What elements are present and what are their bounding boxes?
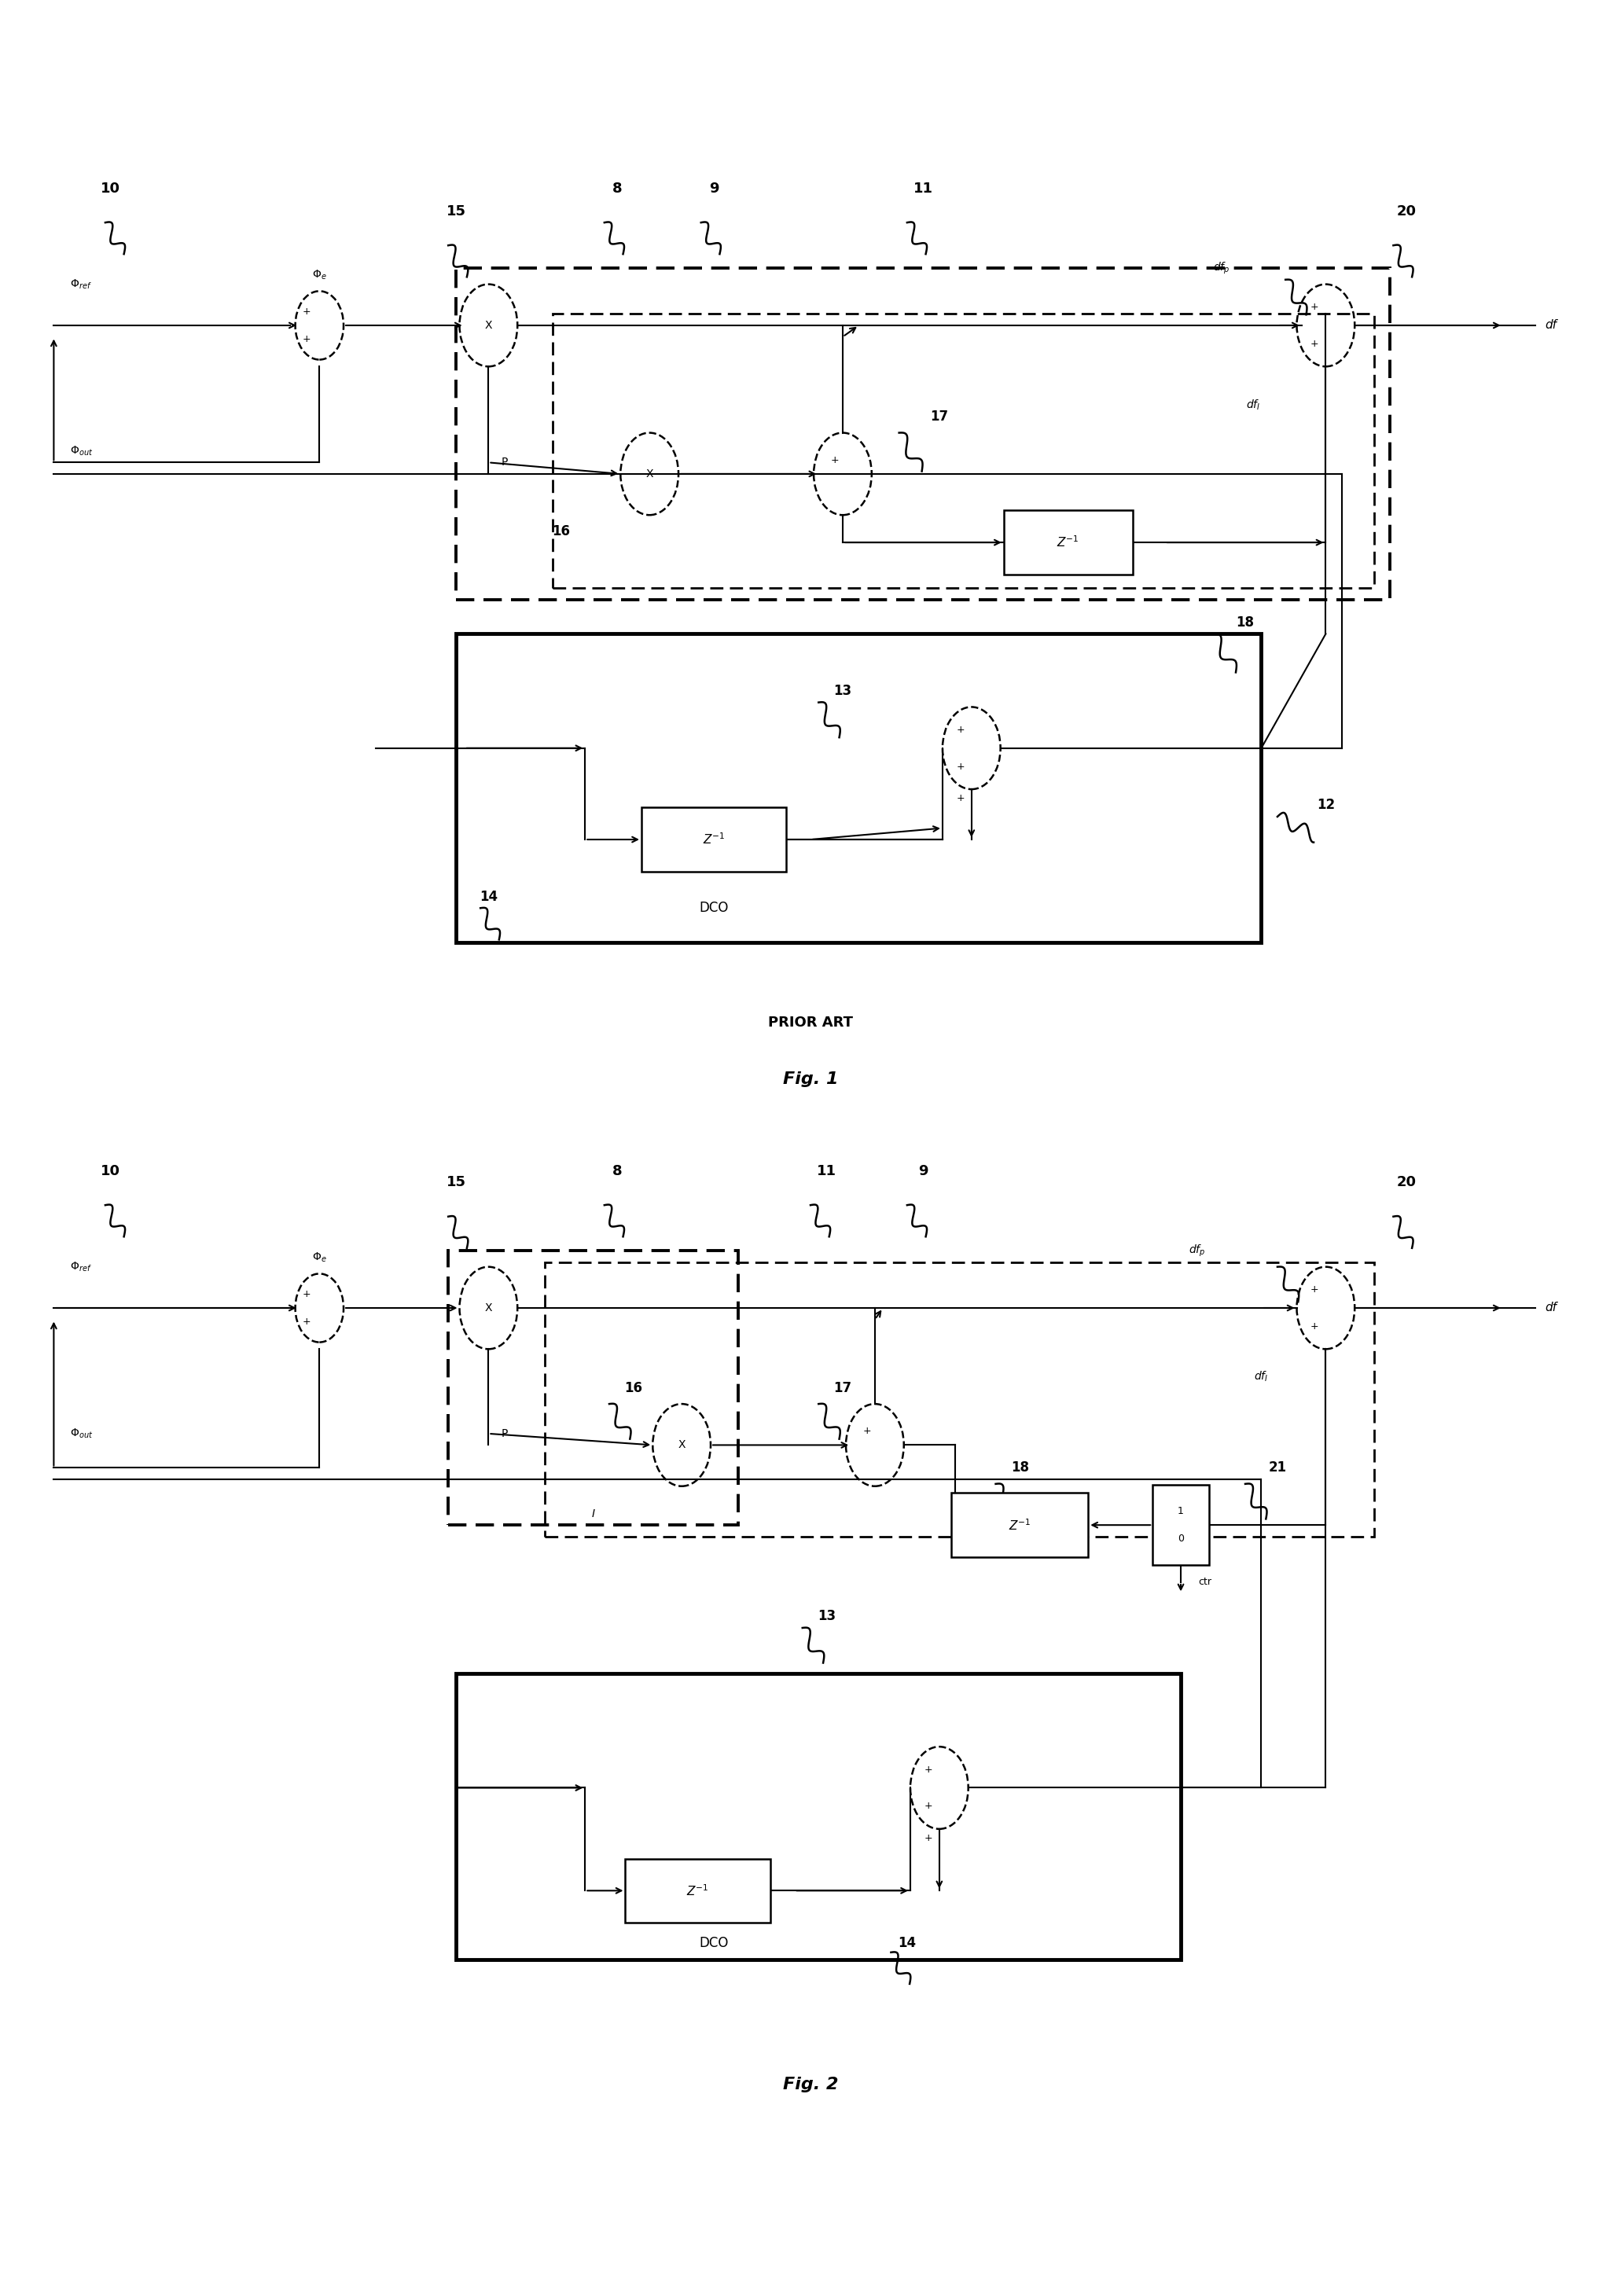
Text: +: + — [303, 1288, 311, 1300]
Text: $df_p$: $df_p$ — [1213, 262, 1229, 276]
Text: +: + — [303, 308, 311, 317]
Text: 9: 9 — [708, 181, 718, 195]
Text: +: + — [956, 726, 964, 735]
Text: $Z^{-1}$: $Z^{-1}$ — [1057, 535, 1080, 549]
Text: 16: 16 — [551, 523, 571, 537]
Bar — [626, 1860, 770, 1922]
Text: 13: 13 — [833, 684, 851, 698]
Text: X: X — [645, 468, 653, 480]
Text: PRIOR ART: PRIOR ART — [768, 1015, 853, 1029]
Text: I: I — [592, 1508, 595, 1520]
Text: 9: 9 — [917, 1164, 929, 1178]
Bar — [952, 1492, 1088, 1557]
Text: +: + — [924, 1763, 932, 1775]
Text: 0: 0 — [1178, 1534, 1183, 1543]
Text: 18: 18 — [1237, 615, 1255, 629]
Text: 12: 12 — [1316, 799, 1334, 813]
Text: $\Phi_{ref}$: $\Phi_{ref}$ — [70, 278, 92, 292]
Text: 20: 20 — [1396, 204, 1417, 218]
Text: $Z^{-1}$: $Z^{-1}$ — [702, 831, 725, 847]
Text: 20: 20 — [1396, 1176, 1417, 1189]
Text: df: df — [1545, 1302, 1558, 1313]
Text: P: P — [501, 457, 507, 468]
Text: DCO: DCO — [699, 900, 728, 916]
Text: 16: 16 — [624, 1380, 642, 1396]
Text: +: + — [956, 762, 964, 771]
Text: 8: 8 — [613, 1164, 622, 1178]
Bar — [449, 1251, 738, 1525]
Text: +: + — [303, 333, 311, 344]
Text: +: + — [924, 1800, 932, 1812]
Text: +: + — [862, 1426, 870, 1437]
Text: 10: 10 — [101, 1164, 120, 1178]
Text: +: + — [830, 455, 838, 466]
Text: 14: 14 — [898, 1936, 916, 1949]
Text: 11: 11 — [913, 181, 934, 195]
Text: $df_I$: $df_I$ — [1255, 1371, 1269, 1384]
Text: 21: 21 — [1268, 1460, 1287, 1474]
Text: +: + — [303, 1316, 311, 1327]
Text: +: + — [956, 794, 964, 804]
Text: $df_p$: $df_p$ — [1188, 1242, 1206, 1258]
Text: 11: 11 — [817, 1164, 836, 1178]
Bar — [456, 1674, 1180, 1958]
Bar — [545, 1263, 1375, 1536]
Text: $Z^{-1}$: $Z^{-1}$ — [687, 1883, 708, 1899]
Text: Fig. 1: Fig. 1 — [783, 1072, 838, 1088]
Text: 17: 17 — [833, 1380, 851, 1396]
Text: ctr: ctr — [1198, 1577, 1211, 1587]
Text: Fig. 2: Fig. 2 — [783, 2078, 838, 2092]
Text: X: X — [485, 1302, 493, 1313]
Bar — [456, 634, 1261, 941]
Text: +: + — [1310, 338, 1318, 349]
Text: $\Phi_e$: $\Phi_e$ — [313, 269, 327, 282]
Text: DCO: DCO — [699, 1936, 728, 1949]
Text: 17: 17 — [930, 409, 948, 425]
Text: $Z^{-1}$: $Z^{-1}$ — [1008, 1518, 1031, 1531]
Text: +: + — [1310, 303, 1318, 312]
Bar — [642, 808, 786, 872]
Text: +: + — [924, 1832, 932, 1844]
Text: 18: 18 — [1012, 1460, 1029, 1474]
Text: $\Phi_e$: $\Phi_e$ — [313, 1251, 327, 1265]
Text: +: + — [1310, 1283, 1318, 1295]
Text: $\Phi_{out}$: $\Phi_{out}$ — [70, 1428, 92, 1440]
Bar — [1153, 1486, 1209, 1566]
Text: $\Phi_{out}$: $\Phi_{out}$ — [70, 445, 92, 457]
Text: 13: 13 — [817, 1609, 836, 1623]
Text: X: X — [485, 319, 493, 331]
Bar — [1003, 510, 1133, 574]
Text: $\Phi_{ref}$: $\Phi_{ref}$ — [70, 1261, 92, 1274]
Text: P: P — [501, 1428, 507, 1440]
Bar — [553, 315, 1375, 588]
Text: X: X — [678, 1440, 686, 1451]
Text: 15: 15 — [446, 1176, 467, 1189]
Bar — [456, 269, 1391, 599]
Text: +: + — [1310, 1320, 1318, 1332]
Text: 8: 8 — [613, 181, 622, 195]
Text: $df_I$: $df_I$ — [1247, 400, 1261, 413]
Text: 1: 1 — [1178, 1506, 1183, 1515]
Text: 15: 15 — [446, 204, 467, 218]
Text: 10: 10 — [101, 181, 120, 195]
Text: 14: 14 — [480, 889, 498, 905]
Text: df: df — [1545, 319, 1558, 331]
